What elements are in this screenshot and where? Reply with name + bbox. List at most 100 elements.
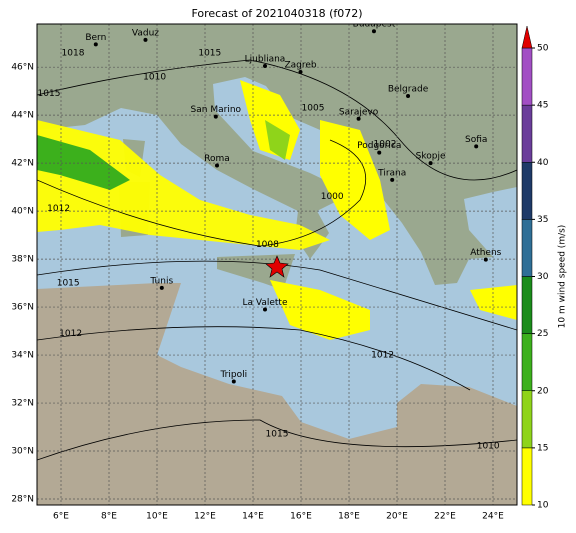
colorbar-tick-label: 20 — [537, 386, 549, 396]
lon-tick-label: 6°E — [53, 512, 69, 522]
wind-band — [37, 135, 130, 190]
isobar-label: 1012 — [371, 351, 394, 361]
city-label: Podgorica — [357, 141, 401, 151]
city-label: Bern — [85, 33, 106, 43]
city-label: La Valette — [243, 298, 288, 308]
isobar-label: 1015 — [38, 89, 61, 99]
city-label: Vaduz — [132, 28, 159, 38]
city-label: Budapest — [353, 20, 396, 30]
isobar-label: 1000 — [321, 192, 344, 202]
colorbar-tick-label: 15 — [537, 443, 548, 453]
lat-tick-label: 38°N — [11, 255, 34, 265]
isobar-label: 1010 — [477, 442, 500, 452]
isobar-label: 1015 — [266, 430, 289, 440]
isobar-label: 1015 — [198, 48, 221, 58]
colorbar-segment — [521, 390, 533, 449]
lon-tick-label: 16°E — [290, 512, 312, 522]
city-dot — [356, 116, 361, 121]
lat-tick-label: 36°N — [11, 303, 34, 313]
map-area: 1018 1015 1010 1015 1005 1002 1000 1008 1012 1015… — [37, 20, 517, 505]
colorbar-tick-label: 10 — [537, 501, 549, 511]
graticule — [37, 24, 517, 505]
city-label: San Marino — [191, 105, 242, 115]
city-dot — [263, 63, 267, 68]
city-dot — [371, 29, 376, 34]
city-label: Tirana — [377, 168, 406, 178]
colorbar-tick-label: 35 — [537, 215, 548, 225]
city-dot — [93, 42, 98, 47]
wind-band — [470, 285, 517, 320]
city-label: Sarajevo — [339, 107, 379, 117]
city-dot — [143, 37, 148, 42]
isobar — [37, 139, 367, 247]
colorbar-tick-label: 50 — [537, 44, 549, 54]
isobar-label: 1005 — [302, 103, 325, 113]
colorbar-label: 10 m wind speed (m/s) — [558, 225, 568, 329]
city-label: Athens — [470, 248, 501, 258]
colorbar-segment — [521, 219, 533, 277]
isobar — [37, 260, 517, 331]
city-dot — [159, 285, 164, 290]
colorbar-tick-label: 40 — [537, 158, 549, 168]
colorbar-segment — [521, 162, 533, 220]
lat-tick-label: 30°N — [11, 447, 34, 457]
lon-tick-label: 12°E — [194, 512, 216, 522]
lon-tick-label: 22°E — [434, 512, 456, 522]
wind-band — [265, 120, 290, 160]
city-dot — [474, 144, 479, 149]
city-dot — [215, 163, 219, 168]
lat-tick-label: 42°N — [11, 159, 34, 169]
city-label: Skopje — [416, 152, 446, 162]
isobar-label: 1002 — [374, 139, 397, 149]
colorbar-tick-label: 45 — [537, 101, 548, 111]
colorbar-tick-label: 30 — [537, 272, 549, 282]
wind-band — [320, 120, 390, 240]
city-label: Ljubliana — [245, 54, 286, 64]
colorbar-extension — [521, 25, 533, 49]
wind-band — [270, 280, 370, 340]
city-dot — [231, 379, 236, 384]
lon-tick-label: 18°E — [338, 512, 360, 522]
isobar-label: 1010 — [143, 72, 166, 82]
isobar-label: 1008 — [256, 240, 279, 250]
lat-tick-label: 46°N — [11, 63, 34, 73]
city-label: Tripoli — [219, 370, 247, 380]
star-marker — [265, 255, 289, 278]
city-label: Sofia — [465, 135, 487, 145]
lat-tick-label: 40°N — [11, 207, 34, 217]
lon-tick-label: 10°E — [146, 512, 168, 522]
city-dot — [483, 257, 488, 262]
city-dot — [428, 161, 433, 166]
city-dot — [406, 93, 411, 98]
isobar-label: 1018 — [62, 48, 85, 58]
city-label: Belgrade — [388, 84, 429, 94]
city-dot — [377, 150, 382, 155]
lon-tick-label: 8°E — [101, 512, 117, 522]
lon-tick-label: 20°E — [386, 512, 408, 522]
city-dot — [390, 177, 395, 182]
lat-tick-label: 34°N — [11, 351, 34, 361]
city-label: Tunis — [149, 276, 173, 286]
isobar-label: 1012 — [47, 204, 70, 214]
colorbar: 10 15 20 25 30 35 40 45 50 10 m wind speed (m/s) — [521, 25, 568, 511]
colorbar-segment — [521, 104, 533, 163]
map-title: Forecast of 2021040318 (f072) — [191, 7, 362, 20]
city-dot — [263, 307, 267, 312]
wind-band — [37, 120, 330, 250]
lat-tick-label: 44°N — [11, 111, 34, 121]
isobar-label: 1012 — [59, 329, 82, 339]
isobar-label: 1015 — [57, 279, 80, 289]
lat-tick-label: 28°N — [11, 495, 34, 505]
colorbar-tick-label: 25 — [537, 329, 548, 339]
city-label: Zagreb — [284, 60, 316, 70]
colorbar-segment — [521, 333, 533, 391]
colorbar-segment — [521, 447, 533, 506]
colorbar-segment — [521, 47, 533, 106]
lat-tick-label: 32°N — [11, 399, 34, 409]
map-labels: 1018 1015 1010 1015 1005 1002 1000 1008 1012 1015… — [38, 20, 502, 452]
isobar — [37, 59, 517, 181]
map-frame — [36, 23, 518, 506]
isobar — [37, 419, 517, 461]
lon-tick-label: 24°E — [482, 512, 504, 522]
